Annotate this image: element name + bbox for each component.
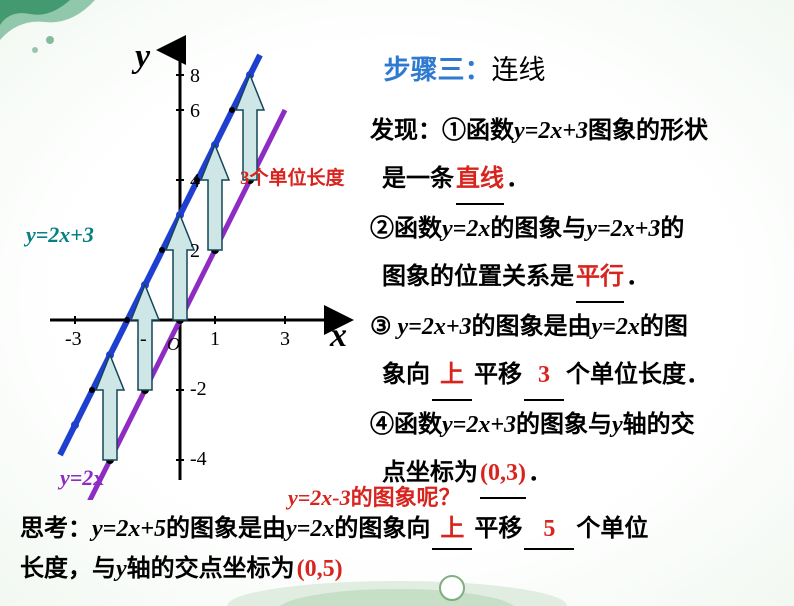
ytick: 6 bbox=[190, 100, 200, 123]
ytick: -4 bbox=[190, 448, 207, 471]
text-column: 步骤三：连线 发现：①函数y=2x+3图象的形状 是一条直线． ②函数y=2x的… bbox=[370, 48, 780, 499]
ytick: -2 bbox=[190, 378, 207, 401]
xtick: 3 bbox=[280, 328, 290, 351]
ytick: 4 bbox=[190, 170, 200, 193]
x-axis-label: x bbox=[330, 317, 347, 355]
observations: 发现：①函数y=2x+3图象的形状 是一条直线． ②函数y=2x的图象与y=2x… bbox=[370, 107, 780, 499]
y-axis-label: y bbox=[135, 38, 150, 76]
ytick: 2 bbox=[190, 240, 200, 263]
origin-label: O bbox=[167, 334, 180, 355]
line-label-1: y=2x+3 bbox=[26, 222, 94, 248]
xtick: -3 bbox=[65, 328, 82, 351]
extra-question: y=2x-3的图象呢？ bbox=[288, 480, 461, 512]
think-row: 思考：y=2x+5的图象是由y=2x的图象向上平移5个单位 长度，与y轴的交点坐… bbox=[20, 510, 780, 591]
ytick: 8 bbox=[190, 65, 200, 88]
xtick: - bbox=[140, 328, 147, 351]
xtick: 1 bbox=[210, 328, 220, 351]
step-title: 步骤三：连线 bbox=[370, 48, 780, 87]
length-label: 3个单位长度 bbox=[240, 163, 345, 190]
line-label-2: y=2x bbox=[60, 465, 104, 491]
graph: y x O -3 - 1 3 2 4 6 8 -2 -4 bbox=[0, 20, 370, 500]
